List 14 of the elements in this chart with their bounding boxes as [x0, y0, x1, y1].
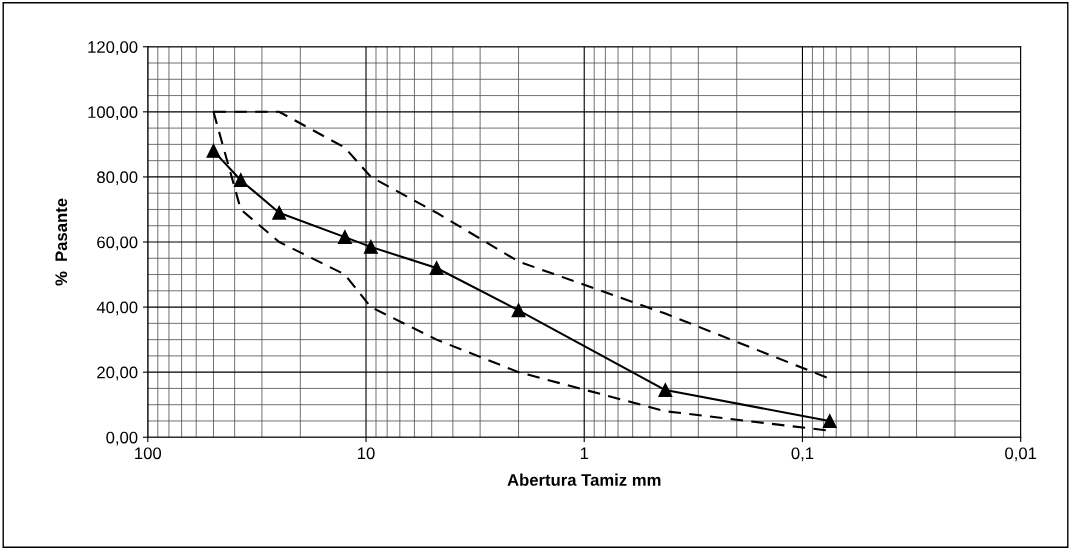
y-axis-title: % Pasante	[55, 198, 68, 286]
y-tick-label: 0,00	[106, 431, 138, 446]
y-tick-label: 20,00	[97, 366, 138, 381]
x-tick-label: 0,1	[791, 447, 814, 462]
x-tick-label: 10	[358, 447, 375, 460]
y-tick-label: 100,00	[88, 106, 138, 121]
x-tick-label: 1	[580, 447, 589, 460]
x-axis-title: Abertura Tamiz mm	[507, 473, 661, 486]
y-tick-label: 60,00	[97, 236, 138, 251]
x-tick-label: 100	[135, 447, 162, 460]
y-tick-label: 80,00	[97, 171, 138, 186]
y-tick-label: 40,00	[96, 301, 138, 316]
x-tick-label: 0,01	[1005, 447, 1037, 462]
y-tick-label: 120,00	[88, 41, 138, 55]
